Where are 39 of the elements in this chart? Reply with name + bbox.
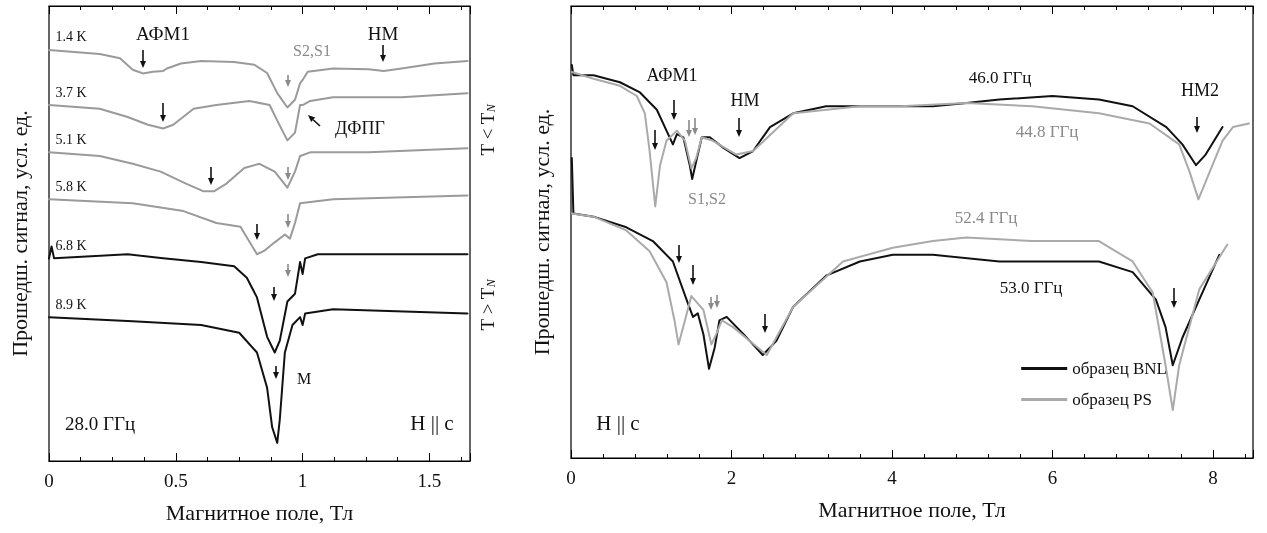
x-tick-label: 0 (44, 470, 54, 491)
annotation: 46.0 ГГц (968, 67, 1032, 87)
y-axis-title: Прошедш. сигнал, усл. ед. (528, 108, 554, 356)
annotation: 28.0 ГГц (64, 412, 136, 434)
series-label: 5.1 K (55, 131, 87, 147)
x-axis-title: Магнитное поле, Тл (165, 499, 354, 525)
text: T > TN (476, 278, 498, 331)
legend-label: образец BNL (1072, 359, 1168, 378)
annotation: H || c (410, 411, 454, 435)
annotation: ДФПГ (335, 118, 385, 138)
text: T < TN (476, 103, 498, 156)
y-axis-title: Прошедш. сигнал, усл. ед. (6, 110, 32, 357)
annotation: 44.8 ГГц (1015, 121, 1079, 141)
text: АФМ1 (136, 22, 190, 44)
annotation: 53.0 ГГц (999, 277, 1063, 297)
annotation: H || c (596, 411, 640, 435)
x-tick-label: 0 (566, 467, 576, 488)
annotation: 52.4 ГГц (954, 207, 1018, 227)
x-tick-label: 2 (726, 467, 737, 488)
series-label: 3.7 K (55, 84, 87, 100)
x-tick-label: 8 (1208, 467, 1218, 488)
legend-label: образец PS (1072, 390, 1152, 409)
x-tick-label: 1.5 (417, 470, 442, 491)
annotation: M (296, 369, 312, 387)
annotation: АФМ1 (646, 65, 698, 85)
x-tick-label: 4 (887, 467, 898, 488)
annotation: S1,S2 (688, 189, 726, 207)
series-label: 8.9 K (55, 296, 87, 312)
x-tick-label: 0.5 (163, 470, 188, 491)
x-tick-label: 6 (1047, 467, 1058, 488)
series-label: 6.8 K (55, 237, 87, 253)
x-tick-label: 1 (297, 470, 308, 491)
annotation: S2,S1 (293, 41, 331, 59)
series-label: 5.8 K (55, 178, 87, 194)
annotation: НМ (730, 90, 760, 110)
series-label: 1.4 K (55, 29, 87, 45)
x-axis-title: Магнитное поле, Тл (818, 496, 1006, 522)
annotation: НМ2 (1180, 80, 1220, 100)
text: НМ (367, 22, 399, 44)
